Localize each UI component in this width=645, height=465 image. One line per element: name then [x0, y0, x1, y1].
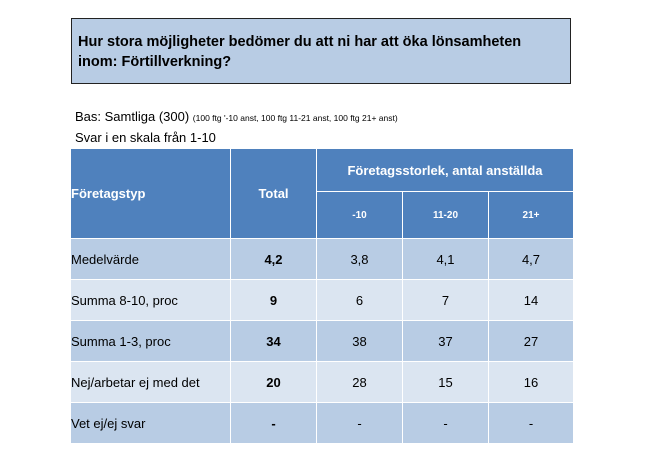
row-value: 27	[488, 320, 574, 362]
header-size-small: -10	[316, 191, 403, 239]
base-detail: (100 ftg '-10 anst, 100 ftg 11-21 anst, …	[192, 113, 398, 123]
row-value: 38	[316, 320, 403, 362]
question-box: Hur stora möjligheter bedömer du att ni …	[71, 18, 571, 84]
row-label: Nej/arbetar ej med det	[70, 361, 231, 403]
header-company-type: Företagstyp	[70, 148, 231, 239]
row-value: 37	[402, 320, 489, 362]
row-total: 4,2	[230, 238, 317, 280]
row-total: 9	[230, 279, 317, 321]
question-text: Hur stora möjligheter bedömer du att ni …	[78, 34, 522, 70]
table-row: Summa 8-10, proc 9 6 7 14	[70, 279, 574, 321]
table-row: Medelvärde 4,2 3,8 4,1 4,7	[70, 238, 574, 280]
row-label: Vet ej/ej svar	[70, 402, 231, 444]
row-value: 15	[402, 361, 489, 403]
table-row: Vet ej/ej svar - - - -	[70, 402, 574, 444]
row-value: -	[488, 402, 574, 444]
row-label: Summa 8-10, proc	[70, 279, 231, 321]
header-company-size: Företagsstorlek, antal anställda	[316, 148, 574, 192]
row-value: 28	[316, 361, 403, 403]
table-row: Summa 1-3, proc 34 38 37 27	[70, 320, 574, 362]
header-total: Total	[230, 148, 317, 239]
base-label: Bas: Samtliga (300)	[75, 109, 190, 124]
table-row: Nej/arbetar ej med det 20 28 15 16	[70, 361, 574, 403]
row-value: -	[402, 402, 489, 444]
header-size-medium: 11-20	[402, 191, 489, 239]
row-total: 20	[230, 361, 317, 403]
row-label: Medelvärde	[70, 238, 231, 280]
row-value: 4,1	[402, 238, 489, 280]
row-value: 3,8	[316, 238, 403, 280]
row-value: 7	[402, 279, 489, 321]
row-value: 4,7	[488, 238, 574, 280]
row-value: 6	[316, 279, 403, 321]
scale-info: Svar i en skala från 1-10	[75, 130, 216, 145]
row-label: Summa 1-3, proc	[70, 320, 231, 362]
row-value: 14	[488, 279, 574, 321]
base-info: Bas: Samtliga (300) (100 ftg '-10 anst, …	[75, 109, 398, 124]
results-table: Företagstyp Total Företagsstorlek, antal…	[70, 148, 574, 444]
row-total: 34	[230, 320, 317, 362]
row-total: -	[230, 402, 317, 444]
header-size-large: 21+	[488, 191, 574, 239]
row-value: 16	[488, 361, 574, 403]
row-value: -	[316, 402, 403, 444]
